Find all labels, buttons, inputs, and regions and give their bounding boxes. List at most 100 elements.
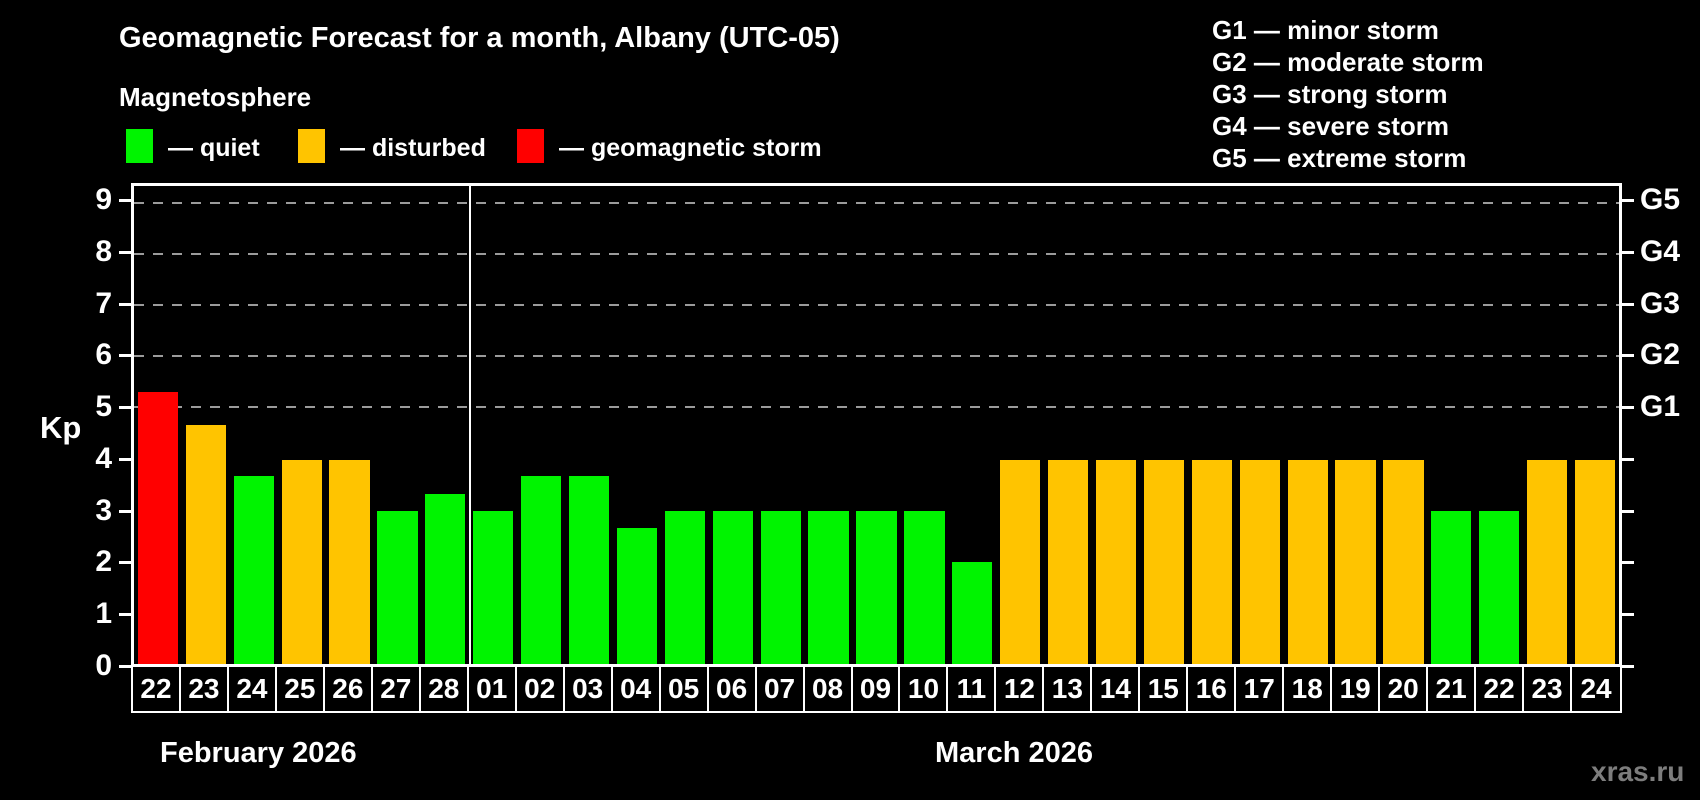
- kp-bar: [856, 510, 897, 664]
- gridline-kp9: [134, 201, 1619, 204]
- kp-bar: [664, 510, 705, 664]
- gridline-kp5: [134, 406, 1619, 409]
- kp-bar: [329, 459, 370, 664]
- kp-bar: [1527, 459, 1568, 664]
- y-axis-tick-right: [1622, 302, 1634, 306]
- day-cell: 24: [229, 667, 277, 711]
- gridline-kp7: [134, 304, 1619, 307]
- day-cell: 26: [325, 667, 373, 711]
- g-legend-item-g2: G2 — moderate storm: [1212, 47, 1484, 77]
- g-tick-label-g4: G4: [1640, 234, 1681, 268]
- y-axis-tick-right: [1622, 509, 1634, 513]
- day-cell: 08: [805, 667, 853, 711]
- page-title: Geomagnetic Forecast for a month, Albany…: [119, 22, 840, 54]
- y-tick-label: 3: [95, 493, 112, 527]
- day-cell: 07: [757, 667, 805, 711]
- y-axis-tick-left: [119, 665, 131, 668]
- day-cell: 20: [1380, 667, 1429, 711]
- legend-swatch-storm: [517, 129, 544, 163]
- y-axis-tick-left: [119, 354, 131, 358]
- y-axis-tick-left: [119, 250, 131, 254]
- day-cell: 12: [996, 667, 1045, 711]
- kp-bar: [233, 476, 274, 664]
- g-tick-label-g3: G3: [1640, 286, 1681, 320]
- day-cell: 27: [373, 667, 421, 711]
- y-axis-tick-left: [119, 302, 131, 306]
- month-separator: [469, 186, 472, 664]
- y-tick-label: 4: [95, 441, 112, 475]
- day-cell: 25: [277, 667, 325, 711]
- kp-bar: [377, 510, 418, 664]
- month-label-february: February 2026: [160, 737, 357, 769]
- kp-bar: [1287, 459, 1328, 664]
- kp-bar: [1383, 459, 1424, 664]
- day-cell: 18: [1284, 667, 1333, 711]
- y-axis-tick-right: [1622, 561, 1634, 565]
- day-cell: 06: [709, 667, 757, 711]
- y-tick-label: 1: [95, 597, 112, 631]
- kp-bar: [185, 425, 226, 664]
- g-legend-item-g3: G3 — strong storm: [1212, 79, 1448, 109]
- g-tick-label-g5: G5: [1640, 183, 1681, 217]
- kp-bar-chart: [131, 183, 1622, 667]
- day-cell: 14: [1092, 667, 1141, 711]
- day-cell: 05: [661, 667, 709, 711]
- g-legend-item-g5: G5 — extreme storm: [1212, 143, 1467, 173]
- kp-bar: [1431, 510, 1472, 664]
- y-axis-tick-left: [119, 406, 131, 410]
- day-cell: 04: [613, 667, 661, 711]
- g-scale-legend: G1 — minor storm G2 — moderate storm G3 …: [1212, 14, 1484, 174]
- g-legend-item-g4: G4 — severe storm: [1212, 111, 1450, 141]
- kp-bar: [473, 510, 514, 664]
- kp-bar: [712, 510, 753, 664]
- kp-bar: [425, 493, 466, 664]
- day-cell: 22: [1476, 667, 1525, 711]
- y-axis-tick-right: [1622, 457, 1634, 461]
- magnetosphere-subtitle: Magnetosphere: [119, 82, 312, 112]
- day-cell: 23: [1524, 667, 1573, 711]
- y-axis-tick-left: [119, 199, 131, 203]
- legend-label-storm: — geomagnetic storm: [559, 134, 822, 162]
- kp-bar: [1000, 459, 1041, 664]
- gridline-kp8: [134, 253, 1619, 256]
- legend-label-quiet: — quiet: [168, 134, 260, 162]
- day-cell: 01: [469, 667, 517, 711]
- y-tick-label: 6: [95, 338, 112, 372]
- kp-bar: [521, 476, 562, 664]
- kp-bar: [904, 510, 945, 664]
- g-legend-item-g1: G1 — minor storm: [1212, 15, 1439, 45]
- y-axis-label: Kp: [40, 410, 82, 445]
- month-label-march: March 2026: [935, 737, 1093, 769]
- day-cell: 16: [1188, 667, 1237, 711]
- kp-bar: [1479, 510, 1520, 664]
- y-axis-tick-right: [1622, 199, 1634, 203]
- kp-bar: [1095, 459, 1137, 664]
- y-axis-tick-left: [119, 613, 131, 617]
- day-cell: 09: [853, 667, 901, 711]
- kp-bar: [1239, 459, 1280, 664]
- day-cell: 19: [1332, 667, 1381, 711]
- day-cell: 23: [181, 667, 229, 711]
- y-axis-tick-right: [1622, 250, 1634, 254]
- y-axis-tick-right: [1622, 406, 1634, 410]
- day-cell: 15: [1140, 667, 1189, 711]
- gridline-kp6: [134, 355, 1619, 358]
- y-tick-label: 2: [95, 545, 112, 579]
- kp-bar: [1574, 459, 1616, 664]
- kp-bar: [616, 527, 658, 664]
- watermark: xras.ru: [1591, 756, 1685, 787]
- y-tick-label: 0: [95, 649, 112, 682]
- day-cell: 02: [517, 667, 565, 711]
- day-axis-row: 22 23 24 25 26 27 28 01 02 03 04 05 06 07 08 09 10 11 12 13…: [131, 667, 1622, 713]
- y-tick-label: 5: [95, 390, 112, 424]
- day-cell: 03: [565, 667, 613, 711]
- kp-bar: [760, 510, 801, 664]
- kp-bar: [952, 561, 993, 664]
- day-cell: 24: [1580, 673, 1612, 704]
- kp-bar: [281, 459, 322, 664]
- y-axis-tick-left: [119, 509, 131, 513]
- y-axis-tick-right: [1622, 665, 1634, 668]
- kp-bar: [808, 510, 849, 664]
- kp-bar: [1335, 459, 1376, 664]
